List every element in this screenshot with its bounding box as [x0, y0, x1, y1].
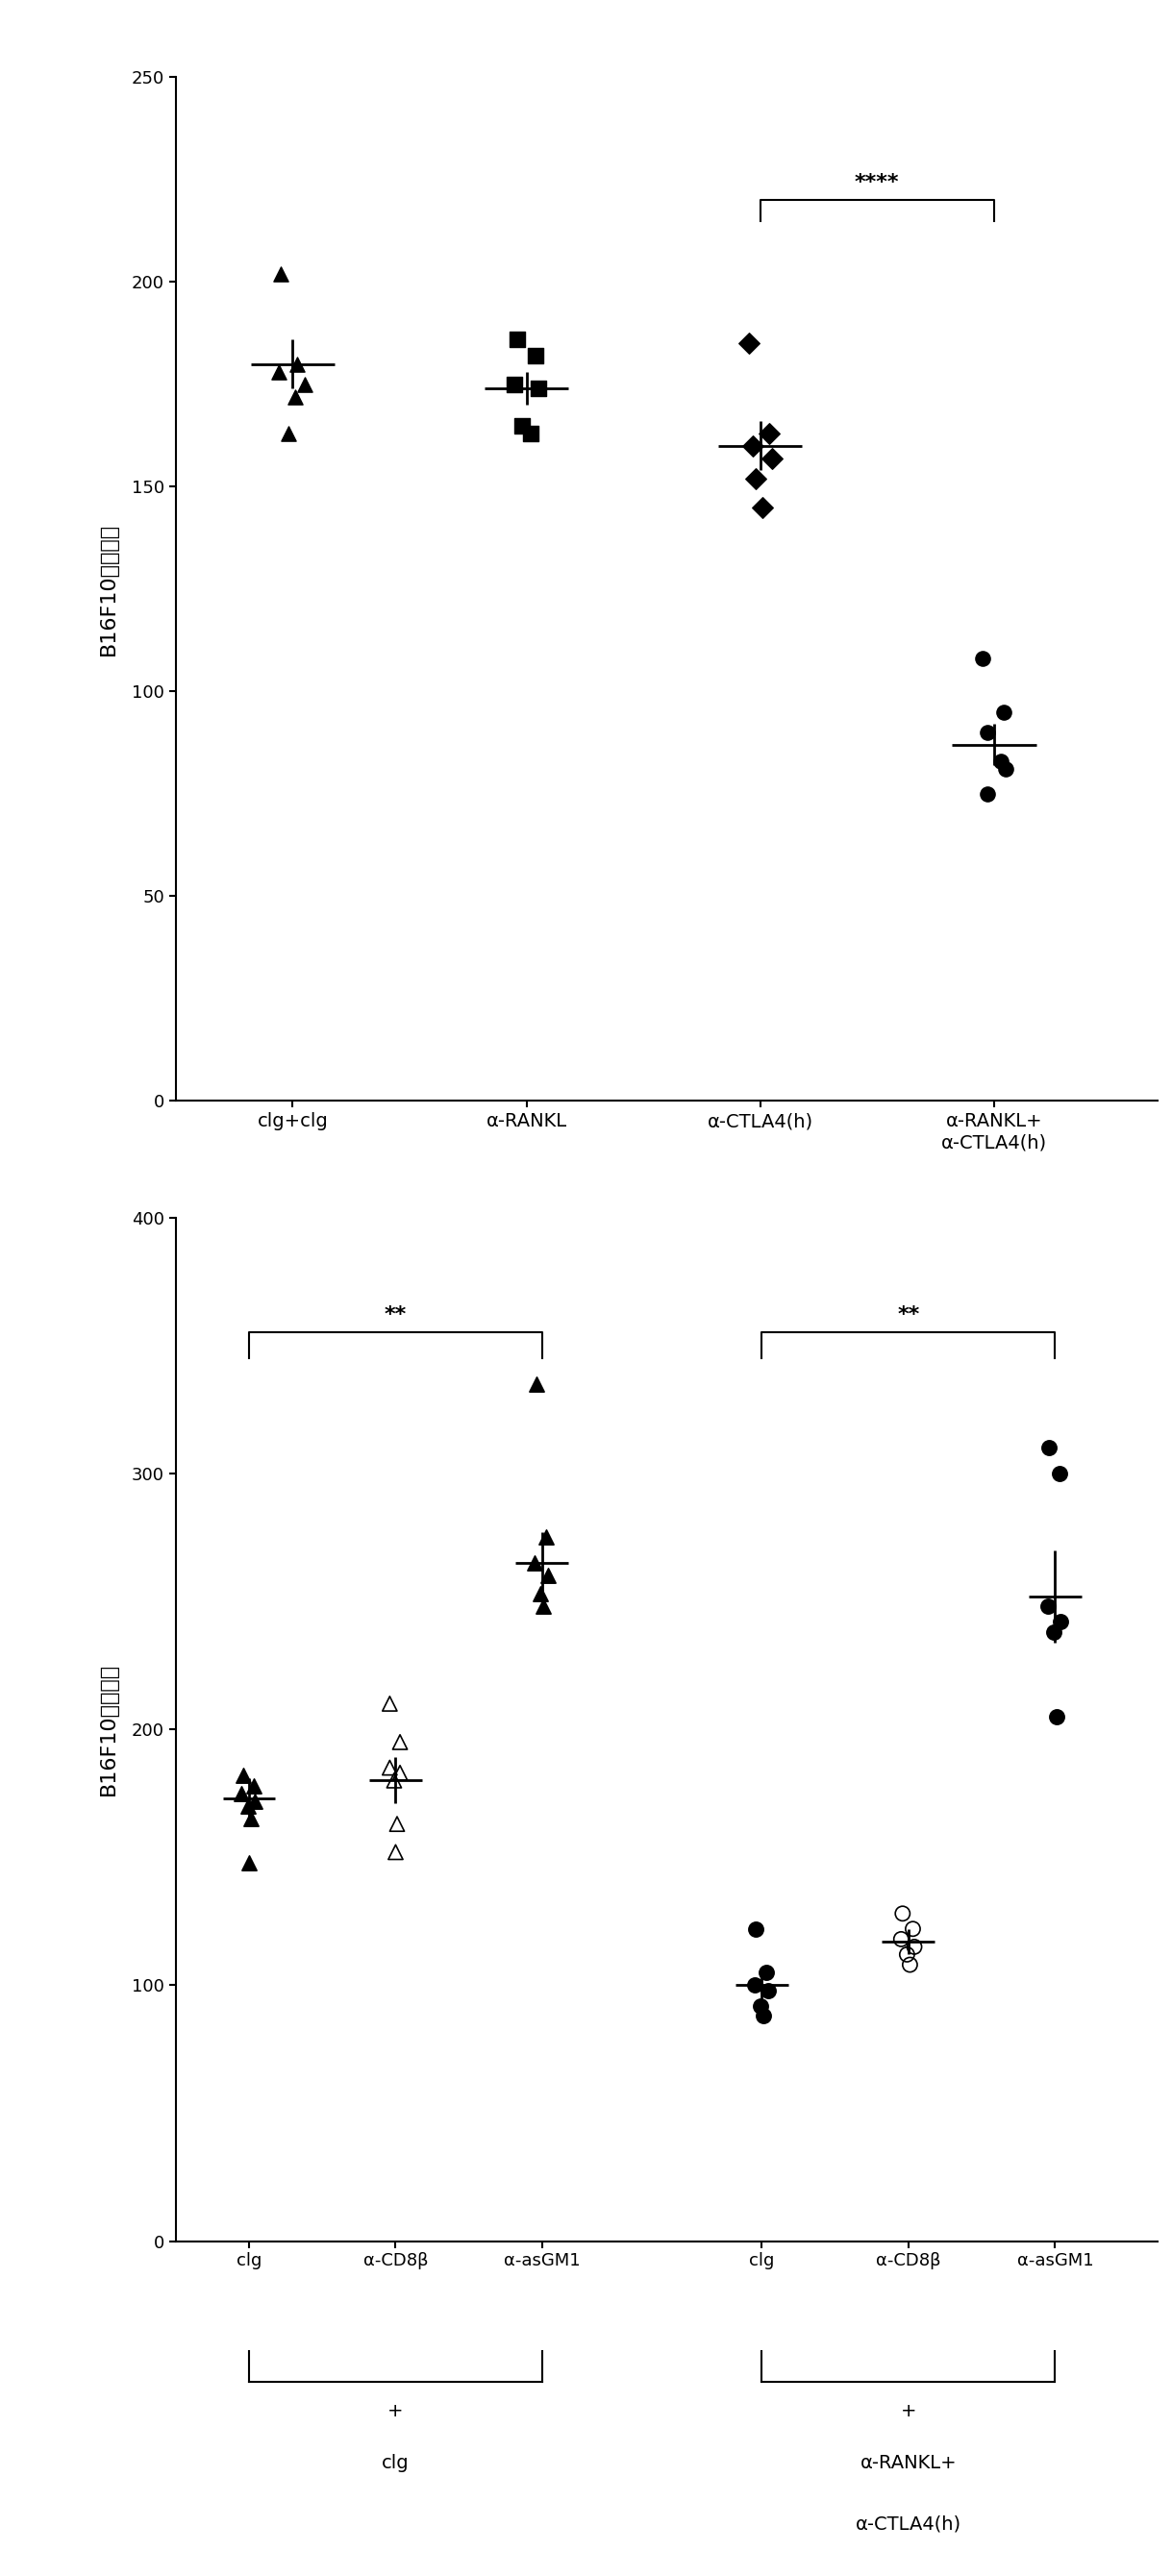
Point: [1047, 1695, 1065, 1736]
Point: [534, 1587, 553, 1628]
Point: [744, 425, 763, 466]
Point: [286, 376, 305, 417]
Point: [246, 1780, 265, 1821]
Point: [295, 363, 314, 404]
Text: +: +: [388, 2403, 403, 2421]
Y-axis label: B16F10肺转移数: B16F10肺转移数: [100, 1664, 118, 1795]
Point: [234, 1754, 253, 1795]
Point: [751, 1986, 770, 2027]
Point: [898, 1935, 917, 1976]
Point: [761, 412, 779, 453]
Point: [240, 1842, 259, 1883]
Point: [740, 322, 758, 363]
Point: [387, 1832, 406, 1873]
Point: [905, 1927, 924, 1968]
Point: [1050, 1453, 1069, 1494]
Point: [904, 1909, 922, 1950]
Point: [992, 739, 1010, 781]
Point: [241, 1798, 260, 1839]
Point: [893, 1893, 912, 1935]
Point: [1038, 1587, 1057, 1628]
Point: [977, 711, 996, 752]
Point: [381, 1747, 400, 1788]
Point: [232, 1772, 251, 1814]
Text: **: **: [384, 1306, 407, 1324]
Point: [388, 1803, 407, 1844]
Point: [758, 1971, 777, 2012]
Point: [288, 343, 307, 384]
Point: [745, 1965, 764, 2007]
Text: +: +: [900, 2403, 917, 2421]
Point: [512, 404, 531, 446]
Point: [390, 1721, 409, 1762]
Point: [892, 1919, 911, 1960]
Y-axis label: B16F10肺转移数: B16F10肺转移数: [98, 523, 118, 654]
Text: **: **: [898, 1306, 920, 1324]
Point: [757, 1953, 776, 1994]
Point: [747, 1909, 765, 1950]
Point: [754, 1996, 772, 2038]
Point: [381, 1682, 400, 1723]
Point: [238, 1785, 257, 1826]
Text: ****: ****: [854, 173, 899, 193]
Point: [1044, 1613, 1063, 1654]
Point: [384, 1759, 403, 1801]
Point: [747, 459, 765, 500]
Point: [505, 363, 524, 404]
Point: [390, 1752, 409, 1793]
Point: [973, 639, 992, 680]
Point: [525, 1543, 544, 1584]
Point: [539, 1556, 558, 1597]
Point: [270, 350, 288, 392]
Point: [537, 1517, 556, 1558]
Point: [244, 1765, 263, 1806]
Point: [526, 335, 545, 376]
Point: [507, 319, 526, 361]
Point: [994, 690, 1013, 732]
Point: [529, 368, 547, 410]
Text: α-RANKL+: α-RANKL+: [860, 2452, 956, 2473]
Text: clg: clg: [382, 2452, 409, 2473]
Point: [1051, 1602, 1070, 1643]
Point: [763, 438, 782, 479]
Point: [527, 1363, 546, 1404]
Point: [1040, 1427, 1058, 1468]
Text: α-CTLA4(h): α-CTLA4(h): [856, 2514, 961, 2532]
Point: [977, 773, 996, 814]
Point: [279, 412, 298, 453]
Point: [754, 487, 772, 528]
Point: [900, 1945, 919, 1986]
Point: [522, 412, 540, 453]
Point: [272, 252, 291, 294]
Point: [531, 1574, 550, 1615]
Point: [996, 750, 1015, 791]
